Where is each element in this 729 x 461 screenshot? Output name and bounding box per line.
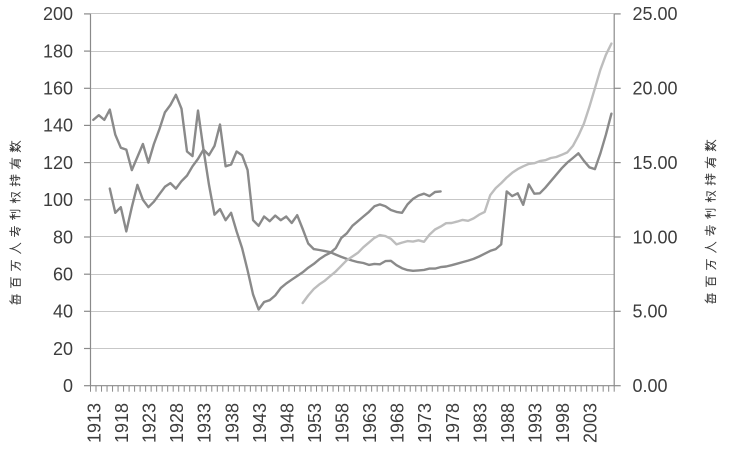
svg-text:180: 180: [43, 41, 73, 61]
svg-text:1953: 1953: [305, 403, 325, 443]
svg-text:1923: 1923: [140, 403, 160, 443]
svg-text:1948: 1948: [277, 403, 297, 443]
svg-text:0: 0: [63, 376, 73, 396]
svg-text:140: 140: [43, 116, 73, 136]
svg-text:1933: 1933: [195, 403, 215, 443]
svg-text:1998: 1998: [553, 403, 573, 443]
svg-text:2003: 2003: [581, 403, 601, 443]
svg-text:160: 160: [43, 79, 73, 99]
svg-text:80: 80: [53, 227, 73, 247]
svg-text:20.00: 20.00: [633, 79, 678, 99]
svg-text:1988: 1988: [498, 403, 518, 443]
svg-text:20: 20: [53, 339, 73, 359]
svg-text:40: 40: [53, 302, 73, 322]
svg-text:1938: 1938: [222, 403, 242, 443]
svg-text:1943: 1943: [250, 403, 270, 443]
svg-text:25.00: 25.00: [633, 4, 678, 24]
svg-text:1913: 1913: [85, 403, 105, 443]
svg-text:1963: 1963: [360, 403, 380, 443]
svg-text:1978: 1978: [443, 403, 463, 443]
svg-text:100: 100: [43, 190, 73, 210]
svg-text:120: 120: [43, 153, 73, 173]
svg-text:1958: 1958: [333, 403, 353, 443]
svg-text:1968: 1968: [388, 403, 408, 443]
svg-text:1918: 1918: [112, 403, 132, 443]
svg-text:1973: 1973: [415, 403, 435, 443]
svg-text:1993: 1993: [526, 403, 546, 443]
svg-text:10.00: 10.00: [633, 227, 678, 247]
svg-text:1928: 1928: [167, 403, 187, 443]
svg-text:200: 200: [43, 4, 73, 24]
svg-text:5.00: 5.00: [633, 302, 668, 322]
svg-text:1983: 1983: [470, 403, 490, 443]
svg-text:15.00: 15.00: [633, 153, 678, 173]
svg-text:0.00: 0.00: [633, 376, 668, 396]
svg-text:60: 60: [53, 265, 73, 285]
